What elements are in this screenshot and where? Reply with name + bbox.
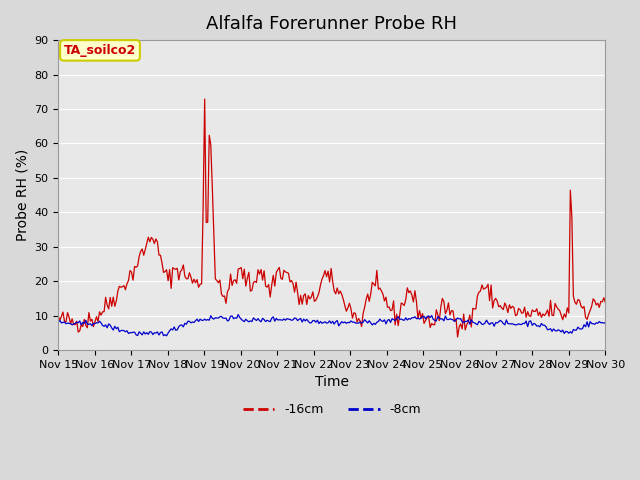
-8cm: [574, 324, 582, 330]
Line: -16cm: -16cm: [58, 99, 605, 337]
-16cm: [122, 287, 129, 293]
-8cm: [239, 318, 246, 324]
-16cm: [237, 264, 245, 270]
Line: -8cm: -8cm: [58, 314, 605, 336]
-16cm: [246, 288, 254, 294]
-16cm: [602, 300, 609, 306]
X-axis label: Time: Time: [315, 375, 349, 389]
-16cm: [201, 96, 209, 102]
-8cm: [163, 333, 170, 338]
-8cm: [54, 319, 62, 324]
-16cm: [295, 302, 303, 308]
Text: TA_soilco2: TA_soilco2: [64, 44, 136, 57]
-16cm: [454, 334, 461, 340]
-8cm: [297, 316, 305, 322]
-16cm: [54, 313, 62, 319]
Title: Alfalfa Forerunner Probe RH: Alfalfa Forerunner Probe RH: [206, 15, 458, 33]
-8cm: [219, 315, 227, 321]
-8cm: [248, 319, 256, 324]
-8cm: [234, 312, 242, 317]
Y-axis label: Probe RH (%): Probe RH (%): [15, 149, 29, 241]
Legend: -16cm, -8cm: -16cm, -8cm: [237, 398, 426, 421]
-8cm: [122, 329, 129, 335]
-8cm: [602, 320, 609, 325]
-16cm: [574, 297, 582, 302]
-16cm: [219, 294, 227, 300]
